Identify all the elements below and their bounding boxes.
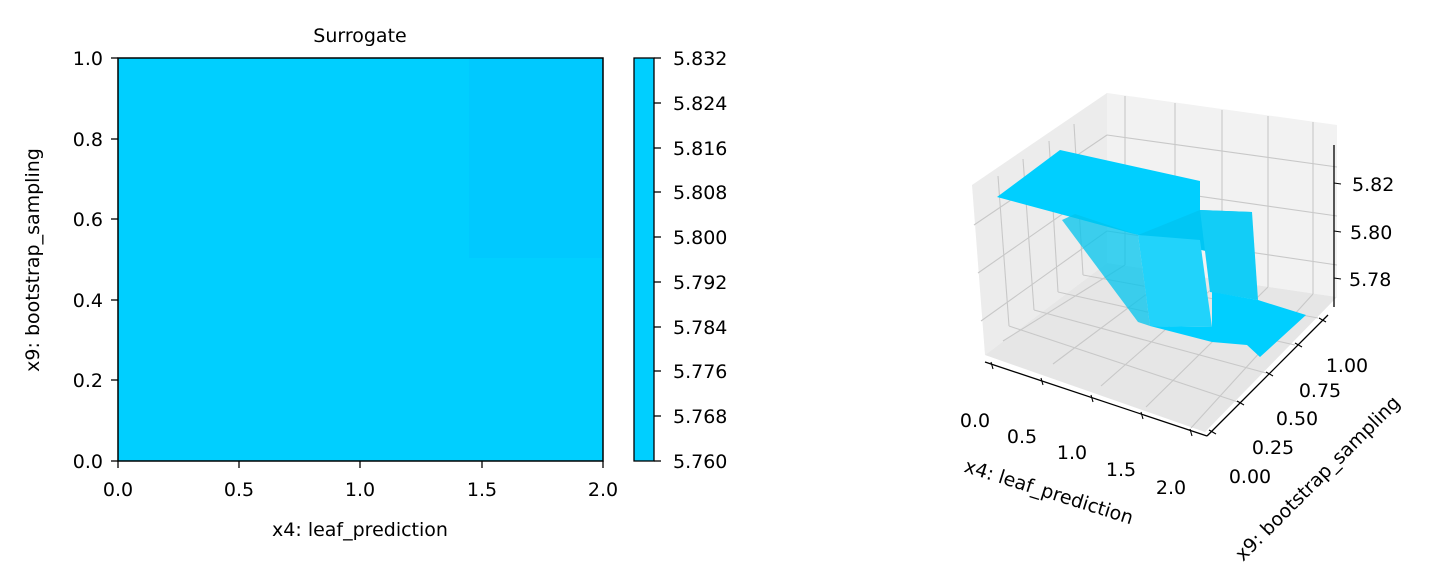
heatmap-chart: Surrogate 0.0 0.5 1.0 1.5 2.0 x4: leaf_p… bbox=[22, 25, 618, 541]
colorbar-tick-label: 5.784 bbox=[673, 317, 727, 339]
colorbar-tick-label: 5.792 bbox=[673, 272, 727, 294]
y-axis-line-3d bbox=[1206, 314, 1329, 437]
colorbar-tick-label: 5.776 bbox=[673, 361, 727, 383]
y-axis: 0.0 0.2 0.4 0.6 0.8 1.0 x9: bootstrap_sa… bbox=[22, 48, 118, 473]
surface-right-cliff bbox=[1200, 210, 1258, 300]
x-tick-mark bbox=[1090, 394, 1094, 403]
colorbar-tick-label: 5.768 bbox=[673, 406, 727, 428]
z-axis-3d: 5.82 5.80 5.78 bbox=[1333, 174, 1394, 291]
y-tick-mark bbox=[1208, 429, 1217, 435]
y-tick-label: 0.0 bbox=[73, 451, 103, 473]
surface-low-plateau bbox=[1150, 292, 1306, 357]
x-tick-label: 1.0 bbox=[1057, 442, 1087, 464]
y-tick-mark bbox=[1236, 400, 1245, 406]
z-tick-mark bbox=[1333, 277, 1342, 280]
y-tick-label: 0.00 bbox=[1229, 466, 1271, 488]
x-axis-line-3d bbox=[984, 361, 1208, 437]
x-tick-label: 0.5 bbox=[1007, 426, 1037, 448]
y-tick-mark bbox=[1318, 317, 1327, 323]
y-tick-mark bbox=[1265, 371, 1274, 377]
y-axis-label: x9: bootstrap_sampling bbox=[22, 148, 44, 372]
y-tick-label: 0.50 bbox=[1276, 408, 1318, 430]
colorbar-tick-label: 5.816 bbox=[673, 138, 727, 160]
y-tick-label: 0.2 bbox=[73, 370, 103, 392]
z-tick-label: 5.82 bbox=[1352, 174, 1394, 196]
y-tick-label: 0.75 bbox=[1299, 380, 1341, 402]
colorbar: 5.760 5.768 5.776 5.784 5.792 5.800 5.80… bbox=[633, 48, 727, 473]
y-tick-mark bbox=[1294, 342, 1303, 348]
z-tick-mark bbox=[1333, 182, 1342, 185]
x-tick-label: 0.5 bbox=[224, 479, 254, 501]
x-tick-mark bbox=[1040, 377, 1044, 386]
y-tick-label: 1.00 bbox=[1326, 355, 1368, 377]
z-tick-mark bbox=[1333, 230, 1342, 233]
x-axis-label: x4: leaf_prediction bbox=[272, 519, 448, 541]
colorbar-fill bbox=[633, 57, 655, 462]
surface-front-edge bbox=[1062, 214, 1150, 326]
x-tick-label: 0.0 bbox=[960, 410, 990, 432]
x-tick-mark bbox=[990, 361, 994, 370]
y-tick-label: 0.6 bbox=[73, 209, 103, 231]
colorbar-tick-label: 5.824 bbox=[673, 93, 727, 115]
y-tick-label: 0.4 bbox=[73, 290, 103, 312]
z-tick-label: 5.80 bbox=[1350, 222, 1392, 244]
chart-title: Surrogate bbox=[313, 25, 406, 47]
x-tick-mark bbox=[1189, 428, 1193, 437]
x-tick-label: 1.5 bbox=[467, 479, 497, 501]
surface-3d-chart: 0.0 0.5 1.0 1.5 2.0 x4: leaf_prediction … bbox=[960, 93, 1405, 562]
colorbar-tick-label: 5.808 bbox=[673, 182, 727, 204]
y-tick-label: 0.8 bbox=[73, 129, 103, 151]
axes-3d-edges bbox=[984, 145, 1335, 437]
surface-top-plateau bbox=[997, 150, 1200, 240]
x-tick-label: 2.0 bbox=[1156, 477, 1186, 499]
x-tick-label: 0.0 bbox=[103, 479, 133, 501]
x-tick-mark bbox=[1140, 411, 1144, 420]
z-tick-label: 5.78 bbox=[1349, 269, 1391, 291]
x-axis: 0.0 0.5 1.0 1.5 2.0 x4: leaf_prediction bbox=[103, 461, 618, 541]
surface-cliff-face bbox=[1138, 235, 1212, 327]
colorbar-tick-label: 5.832 bbox=[673, 48, 727, 70]
heatmap-upper-right-region bbox=[469, 58, 603, 258]
colorbar-tick-label: 5.800 bbox=[673, 227, 727, 249]
x-tick-label: 1.0 bbox=[345, 479, 375, 501]
surface bbox=[997, 150, 1306, 357]
x-tick-label: 2.0 bbox=[588, 479, 618, 501]
colorbar-tick-label: 5.760 bbox=[673, 451, 727, 473]
y-tick-label: 0.25 bbox=[1252, 437, 1294, 459]
x-tick-label: 1.5 bbox=[1106, 459, 1136, 481]
y-tick-label: 1.0 bbox=[73, 48, 103, 70]
